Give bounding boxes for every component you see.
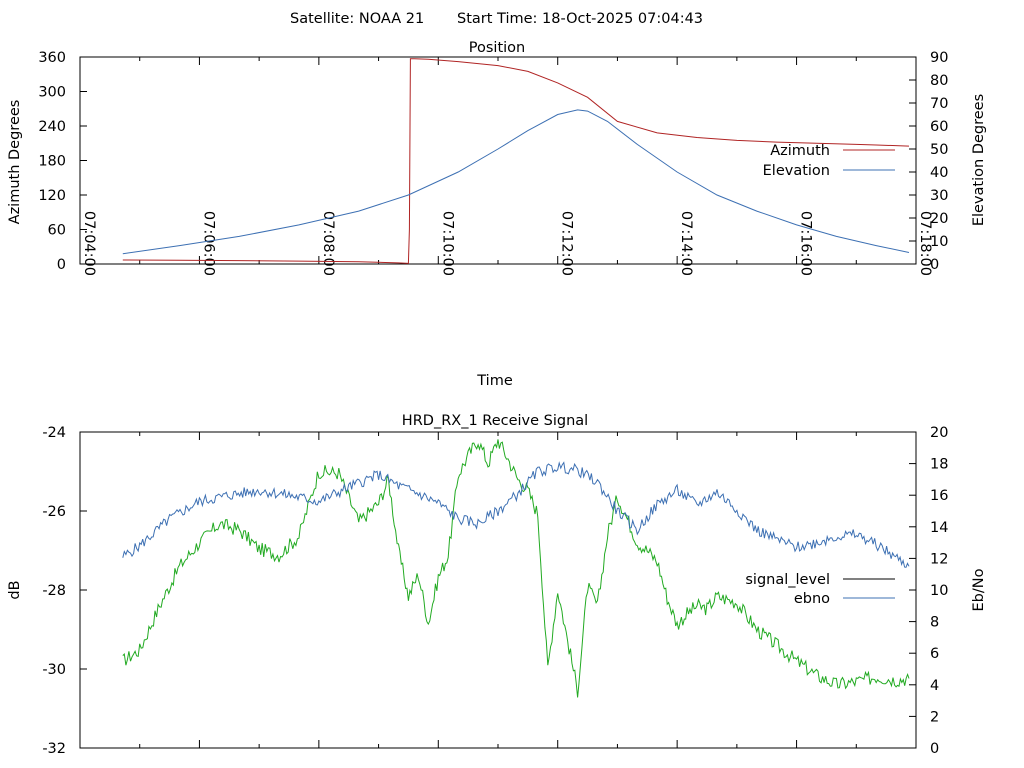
position-y2-tick-label: 90 — [930, 50, 948, 66]
satellite-label: Satellite: NOAA 21 — [290, 11, 424, 27]
position-y-tick-label: 120 — [38, 188, 66, 204]
position-y2-tick-label: 30 — [930, 188, 948, 204]
signal-y2-tick-label: 6 — [930, 646, 939, 662]
position-y-tick-label: 0 — [57, 257, 66, 273]
position-y2-tick-label: 0 — [930, 257, 939, 273]
signal-y2-tick-label: 4 — [930, 678, 939, 694]
position-x-tick-label: 07:10:00 — [439, 211, 455, 276]
position-y2-tick-label: 40 — [930, 165, 948, 181]
signal-y-tick-label: -24 — [42, 425, 66, 441]
signal-y2-tick-label: 14 — [930, 520, 948, 536]
legend-signal-level-label: signal_level — [745, 572, 830, 588]
position-y2-tick-label: 10 — [930, 234, 948, 250]
signal-y2-tick-label: 10 — [930, 583, 948, 599]
legend-azimuth-label: Azimuth — [770, 143, 830, 159]
position-x-tick-label: 07:16:00 — [798, 211, 814, 276]
signal-y-tick-label: -32 — [42, 741, 66, 757]
signal-y2-tick-label: 20 — [930, 425, 948, 441]
chart-content: 060120180240300360010203040506070809007:… — [38, 50, 948, 757]
position-y2-axis-label: Elevation Degrees — [971, 94, 987, 226]
position-y2-tick-label: 20 — [930, 211, 948, 227]
position-y-tick-label: 300 — [38, 85, 66, 101]
position-y2-tick-label: 70 — [930, 96, 948, 112]
position-y2-tick-label: 80 — [930, 73, 948, 89]
signal-y2-tick-label: 18 — [930, 457, 948, 473]
signal-chart-title: HRD_RX_1 Receive Signal — [402, 413, 588, 429]
legend-elevation-label: Elevation — [763, 163, 830, 179]
position-x-tick-label: 07:12:00 — [559, 211, 575, 276]
signal-y-axis-label: dB — [7, 580, 23, 599]
position-y-tick-label: 180 — [38, 154, 66, 170]
legend-ebno-label: ebno — [794, 591, 830, 607]
position-x-tick-label: 07:08:00 — [320, 211, 336, 276]
position-x-tick-label: 07:18:00 — [917, 211, 933, 276]
signal-y-tick-label: -28 — [42, 583, 66, 599]
azimuth-line — [122, 58, 910, 264]
signal-y2-axis-label: Eb/No — [971, 568, 987, 611]
signal-plot-border — [79, 431, 917, 749]
position-y-tick-label: 240 — [38, 119, 66, 135]
position-x-tick-label: 07:14:00 — [678, 211, 694, 276]
position-chart-title: Position — [469, 40, 525, 56]
signal-y2-tick-label: 12 — [930, 551, 948, 567]
signal-y2-tick-label: 16 — [930, 488, 948, 504]
position-x-tick-label: 07:04:00 — [81, 211, 97, 276]
position-x-axis-label: Time — [476, 373, 513, 389]
position-y2-tick-label: 50 — [930, 142, 948, 158]
signal-y-tick-label: -30 — [42, 662, 66, 678]
signal-y2-tick-label: 0 — [930, 741, 939, 757]
signal-y-tick-label: -26 — [42, 504, 66, 520]
position-y-tick-label: 60 — [48, 223, 66, 239]
ebno-line — [122, 461, 910, 568]
start-time-label: Start Time: 18-Oct-2025 07:04:43 — [457, 11, 703, 27]
signal-y2-tick-label: 2 — [930, 709, 939, 725]
elevation-line — [122, 109, 910, 255]
position-y2-tick-label: 60 — [930, 119, 948, 135]
position-y-axis-label: Azimuth Degrees — [7, 100, 23, 225]
position-x-tick-label: 07:06:00 — [200, 211, 216, 276]
position-y-tick-label: 360 — [38, 50, 66, 66]
signal-y2-tick-label: 8 — [930, 615, 939, 631]
green-signal-line — [122, 439, 910, 698]
